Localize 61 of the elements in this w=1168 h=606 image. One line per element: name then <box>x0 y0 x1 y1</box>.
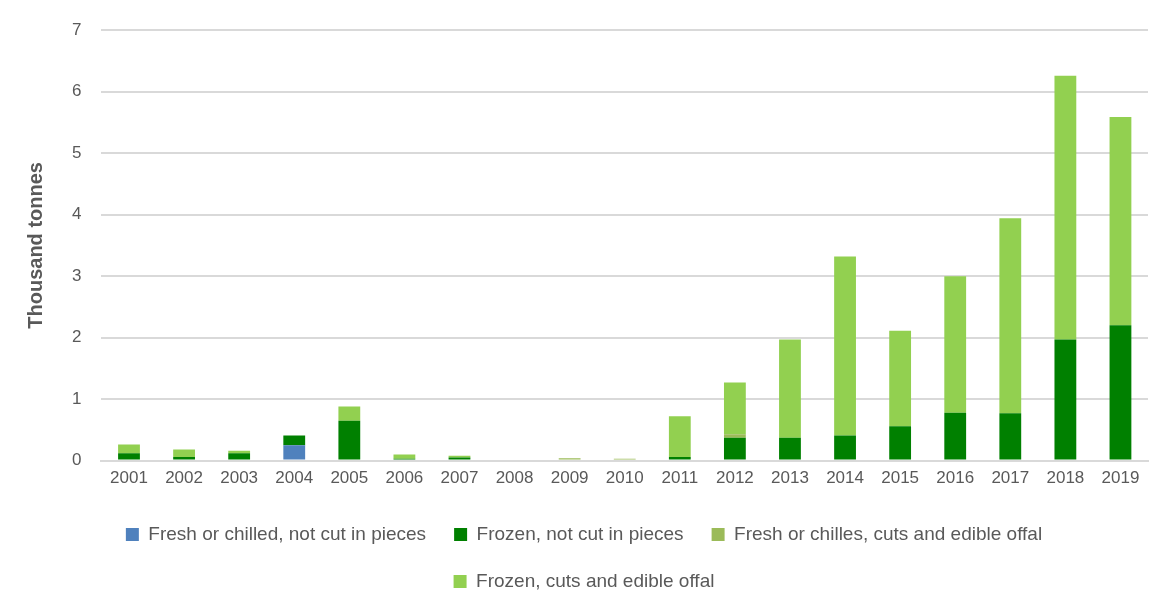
bar <box>723 382 746 435</box>
x-tick-label: 2007 <box>440 468 479 488</box>
x-tick-label: 2011 <box>661 468 699 488</box>
bar <box>834 435 856 460</box>
bar <box>668 416 691 457</box>
bar <box>173 456 195 460</box>
x-tick-label: 2017 <box>991 468 1030 488</box>
y-tick-label: 6 <box>71 81 82 101</box>
y-tick-label: 3 <box>71 265 82 285</box>
bar <box>1054 339 1077 460</box>
x-tick-label: 2006 <box>385 468 424 488</box>
y-tick-label: 0 <box>71 450 82 470</box>
bar <box>118 444 140 454</box>
bar <box>1054 75 1077 340</box>
bar <box>338 406 361 421</box>
x-tick-label: 2008 <box>495 468 534 488</box>
x-tick-label: 2004 <box>275 468 314 488</box>
y-tick-label: 2 <box>71 327 82 347</box>
bar <box>118 453 140 460</box>
x-tick-label: 2013 <box>771 468 809 488</box>
bar <box>338 420 361 460</box>
bar <box>944 276 967 413</box>
legend-label: Frozen, cuts and edible offal <box>476 569 715 591</box>
x-tick-label: 2010 <box>605 468 644 488</box>
bar <box>1109 325 1132 460</box>
bar <box>889 330 912 427</box>
bar <box>944 412 967 460</box>
legend-label: Fresh or chilles, cuts and edible offal <box>734 522 1043 544</box>
x-tick-label: 2014 <box>826 468 864 488</box>
y-tick-label: 1 <box>71 388 82 408</box>
x-tick-label: 2003 <box>220 468 259 488</box>
bar <box>779 339 801 438</box>
x-tick-label: 2002 <box>165 468 203 488</box>
legend-label: Fresh or chilled, not cut in pieces <box>148 522 427 544</box>
x-tick-label: 2012 <box>715 468 754 488</box>
bar <box>999 413 1022 460</box>
bar <box>779 437 801 460</box>
bar <box>889 426 912 460</box>
x-tick-label: 2016 <box>936 468 975 488</box>
bar <box>1109 116 1132 326</box>
x-tick-label: 2009 <box>550 468 589 488</box>
y-tick-label: 4 <box>71 204 82 224</box>
bar <box>723 434 746 438</box>
x-tick-label: 2018 <box>1046 468 1085 488</box>
y-tick-label: 7 <box>71 19 82 39</box>
bar <box>834 256 856 436</box>
x-tick-label: 2005 <box>330 468 369 488</box>
legend-label: Frozen, not cut in pieces <box>476 522 684 544</box>
y-tick-label: 5 <box>71 142 82 162</box>
bar <box>668 456 691 460</box>
bar <box>228 453 251 460</box>
bar <box>283 435 306 446</box>
y-axis-title: Thousand tonnes <box>23 162 46 329</box>
bar <box>723 437 746 460</box>
bar <box>999 218 1022 414</box>
x-tick-label: 2015 <box>881 468 920 488</box>
bar <box>283 445 306 460</box>
bar <box>173 449 195 457</box>
x-tick-label: 2001 <box>110 468 148 488</box>
bar <box>393 454 416 459</box>
x-tick-label: 2019 <box>1101 468 1140 488</box>
